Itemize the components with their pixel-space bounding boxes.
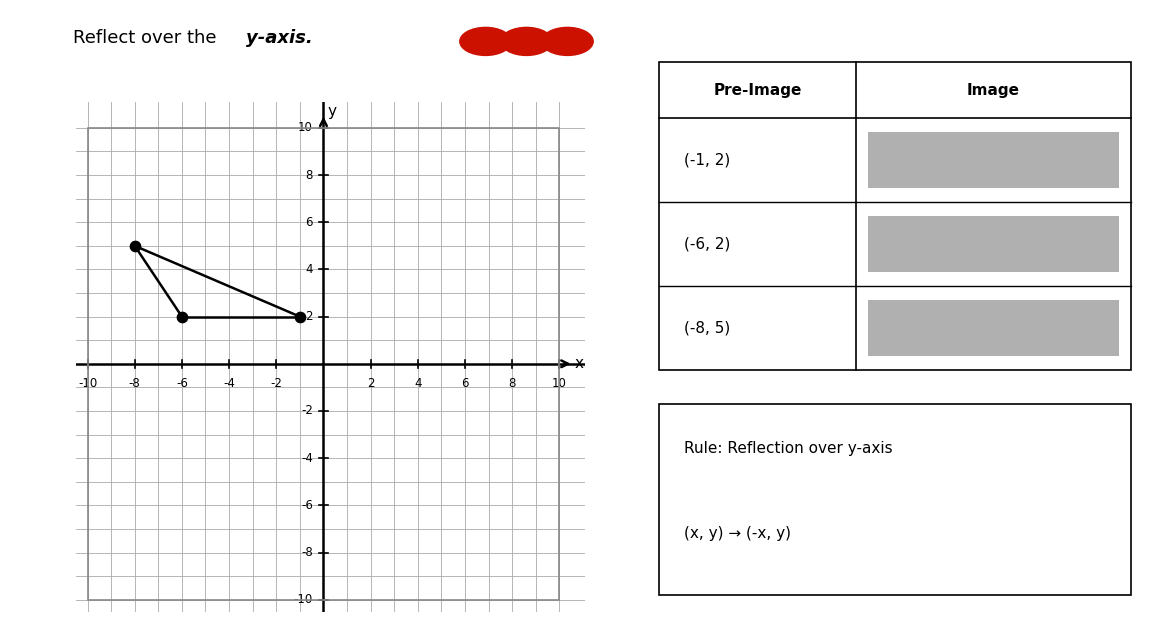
- Point: [172, 311, 191, 322]
- Text: -4: -4: [301, 452, 312, 464]
- Text: -6: -6: [176, 376, 188, 390]
- Bar: [659, 404, 1131, 595]
- Bar: [868, 301, 1119, 357]
- Text: y: y: [328, 104, 336, 119]
- Text: 6: 6: [305, 216, 312, 229]
- Text: -2: -2: [270, 376, 282, 390]
- Text: Pre-Image: Pre-Image: [714, 83, 801, 97]
- Text: 8: 8: [305, 169, 312, 182]
- Text: 8: 8: [509, 376, 516, 390]
- Text: -10: -10: [294, 593, 312, 606]
- Text: -8: -8: [301, 546, 312, 559]
- Text: -2: -2: [301, 404, 312, 417]
- Text: -4: -4: [223, 376, 235, 390]
- Text: (-1, 2): (-1, 2): [683, 153, 730, 168]
- Text: 2: 2: [367, 376, 374, 390]
- Point: [290, 311, 309, 322]
- Text: -6: -6: [301, 499, 312, 512]
- Text: Reflect over the: Reflect over the: [73, 29, 222, 47]
- Text: 2: 2: [305, 310, 312, 323]
- Text: y-axis.: y-axis.: [246, 29, 312, 47]
- Text: -10: -10: [78, 376, 97, 390]
- Text: 10: 10: [552, 376, 566, 390]
- Text: x: x: [574, 356, 584, 371]
- Text: 4: 4: [305, 263, 312, 276]
- Text: 10: 10: [298, 122, 312, 134]
- Bar: [868, 132, 1119, 189]
- Text: (x, y) → (-x, y): (x, y) → (-x, y): [683, 526, 791, 541]
- Text: 4: 4: [414, 376, 421, 390]
- Point: [125, 241, 144, 251]
- Text: Rule: Reflection over y-axis: Rule: Reflection over y-axis: [683, 441, 893, 457]
- Text: (-8, 5): (-8, 5): [683, 321, 730, 336]
- Text: -8: -8: [129, 376, 140, 390]
- Text: (-6, 2): (-6, 2): [683, 237, 730, 252]
- Bar: [868, 217, 1119, 273]
- Text: 6: 6: [461, 376, 469, 390]
- Text: Image: Image: [966, 83, 1020, 97]
- Bar: [659, 62, 1131, 371]
